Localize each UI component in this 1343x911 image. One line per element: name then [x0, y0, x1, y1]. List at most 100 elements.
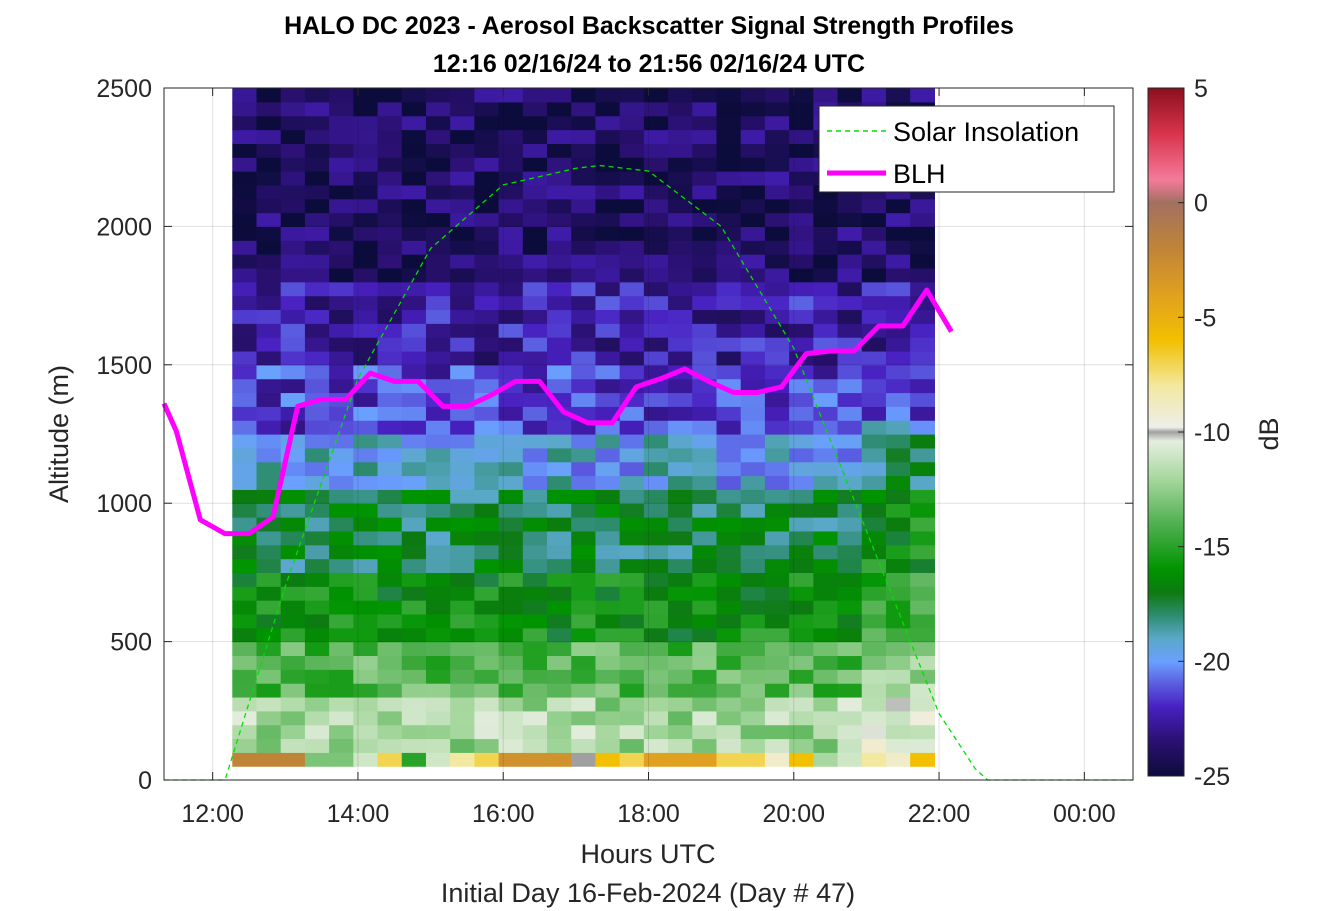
heatmap-cell	[401, 558, 427, 573]
heatmap-cell	[329, 461, 354, 477]
heatmap-cell	[377, 489, 403, 504]
heatmap-cell	[668, 406, 693, 421]
heatmap-cell	[716, 392, 742, 407]
heatmap-cell	[256, 517, 282, 532]
heatmap-cell	[571, 171, 597, 186]
heatmap-cell	[522, 171, 548, 186]
heatmap-cell	[668, 613, 693, 629]
heatmap-cell	[764, 461, 790, 477]
heatmap-cell	[595, 461, 621, 477]
heatmap-cell	[571, 115, 597, 131]
heatmap-cell	[595, 517, 621, 532]
heatmap-cell	[450, 337, 475, 352]
heatmap-cell	[643, 406, 669, 421]
heatmap-cell	[547, 517, 572, 532]
heatmap-cell	[789, 254, 814, 269]
heatmap-cell	[837, 613, 863, 629]
heatmap-cell	[789, 738, 814, 753]
heatmap-cell	[619, 600, 645, 615]
heatmap-cell	[329, 627, 354, 643]
heatmap-cell	[329, 378, 354, 394]
heatmap-cell	[789, 420, 814, 435]
heatmap-cell	[450, 461, 475, 477]
heatmap-cell	[353, 254, 379, 269]
heatmap-cell	[256, 171, 282, 186]
heatmap-cell	[522, 738, 548, 753]
heatmap-cell	[401, 212, 427, 227]
heatmap-cell	[885, 641, 911, 657]
heatmap-cell	[885, 295, 911, 311]
heatmap-cell	[668, 171, 693, 186]
heatmap-cell	[256, 378, 282, 394]
heatmap-cell	[232, 420, 258, 435]
heatmap-cell	[764, 447, 790, 463]
heatmap-cell	[522, 696, 548, 712]
heatmap-cell	[643, 627, 669, 643]
heatmap-cell	[643, 392, 669, 407]
heatmap-cell	[425, 240, 451, 255]
heatmap-cell	[740, 544, 766, 560]
heatmap-cell	[474, 267, 500, 283]
heatmap-cell	[474, 517, 500, 532]
heatmap-cell	[595, 295, 621, 311]
heatmap-cell	[789, 240, 814, 255]
x-tick-label: 00:00	[1053, 800, 1116, 828]
heatmap-cell	[571, 157, 597, 172]
heatmap-cell	[450, 101, 475, 117]
heatmap-cell	[692, 337, 718, 352]
heatmap-cell	[619, 627, 645, 643]
heatmap-cell	[425, 350, 451, 366]
heatmap-cell	[789, 143, 814, 158]
heatmap-cell	[837, 627, 863, 643]
heatmap-cell	[401, 586, 427, 601]
heatmap-cell	[619, 143, 645, 158]
heatmap-cell	[498, 752, 524, 767]
heatmap-cell	[837, 392, 863, 407]
heatmap-cell	[571, 350, 597, 366]
heatmap-cell	[837, 461, 863, 477]
heatmap-cell	[692, 544, 718, 560]
heatmap-cell	[571, 364, 597, 380]
heatmap-cell	[522, 157, 548, 172]
heatmap-cell	[329, 434, 354, 449]
heatmap-cell	[522, 600, 548, 615]
heatmap-cell	[910, 627, 935, 643]
heatmap-cell	[910, 88, 935, 103]
heatmap-cell	[595, 240, 621, 255]
heatmap-cell	[692, 281, 718, 297]
heatmap-cell	[256, 184, 282, 200]
heatmap-cell	[425, 184, 451, 200]
heatmap-cell	[377, 752, 403, 767]
heatmap-cell	[280, 267, 306, 283]
heatmap-cell	[232, 295, 258, 311]
heatmap-cell	[692, 406, 718, 421]
heatmap-cell	[353, 267, 379, 283]
heatmap-cell	[329, 558, 354, 573]
heatmap-cell	[547, 558, 572, 573]
heatmap-cell	[692, 461, 718, 477]
heatmap-cell	[789, 710, 814, 726]
heatmap-cell	[522, 724, 548, 740]
heatmap-cell	[668, 641, 693, 657]
heatmap-cell	[232, 738, 258, 753]
heatmap-cell	[668, 281, 693, 297]
heatmap-cell	[522, 143, 548, 158]
heatmap-cell	[716, 240, 742, 255]
heatmap-cell	[353, 337, 379, 352]
heatmap-cell	[740, 101, 766, 117]
heatmap-cell	[425, 364, 451, 380]
heatmap-cell	[716, 406, 742, 421]
heatmap-cell	[740, 517, 766, 532]
heatmap-cell	[522, 544, 548, 560]
heatmap-cell	[353, 738, 379, 753]
heatmap-cell	[789, 627, 814, 643]
heatmap-cell	[837, 434, 863, 449]
heatmap-cell	[643, 226, 669, 241]
heatmap-cell	[232, 281, 258, 297]
heatmap-cell	[643, 586, 669, 601]
heatmap-cell	[764, 157, 790, 172]
heatmap-cell	[280, 710, 306, 726]
heatmap-cell	[450, 558, 475, 573]
heatmap-cell	[401, 503, 427, 518]
heatmap-cell	[789, 572, 814, 587]
